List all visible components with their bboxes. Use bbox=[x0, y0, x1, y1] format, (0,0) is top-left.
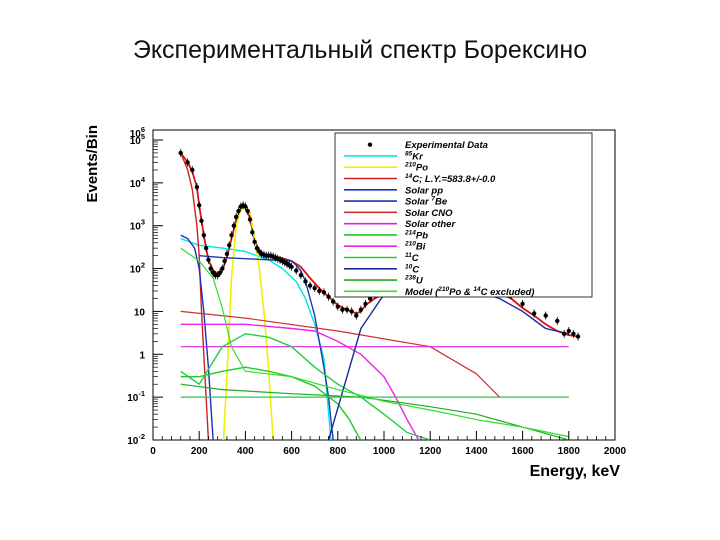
series-line-210bi bbox=[180, 323, 420, 440]
data-point bbox=[231, 223, 237, 228]
data-point bbox=[289, 264, 294, 269]
legend-label: 14C; L.Y.=583.8+/-0.0 bbox=[405, 173, 496, 185]
data-point bbox=[199, 218, 204, 224]
data-point bbox=[575, 334, 581, 339]
legend-label: 238U bbox=[404, 275, 424, 287]
legend-label: Experimental Data bbox=[405, 140, 488, 151]
data-point bbox=[178, 150, 183, 156]
y-axis-label: Events/Bin bbox=[84, 125, 101, 203]
data-point bbox=[335, 304, 340, 309]
legend-label: Solar pp bbox=[405, 185, 443, 196]
data-point bbox=[531, 311, 537, 316]
data-point bbox=[294, 268, 299, 273]
x-tick-label: 1200 bbox=[419, 446, 442, 457]
series-line-238u bbox=[180, 383, 569, 440]
data-point bbox=[254, 245, 260, 251]
data-point bbox=[227, 243, 232, 248]
legend-label: 10C bbox=[405, 263, 419, 275]
data-point bbox=[233, 214, 239, 220]
data-point bbox=[250, 230, 255, 235]
data-point bbox=[206, 257, 211, 263]
data-point bbox=[349, 309, 354, 314]
legend-label: Model (210Po & 14C excluded) bbox=[405, 286, 534, 298]
y-tick-label: 105 bbox=[130, 132, 145, 147]
data-point bbox=[312, 285, 317, 291]
legend-label: 214Pb bbox=[404, 229, 428, 241]
data-point bbox=[326, 294, 331, 299]
series-line-solar-pp bbox=[180, 234, 214, 440]
y-tick-label: 102 bbox=[130, 261, 145, 276]
legend-box bbox=[334, 132, 593, 298]
series-line-11c bbox=[180, 333, 431, 440]
data-point bbox=[363, 301, 368, 307]
series-line-solar-cno bbox=[180, 310, 500, 398]
data-point bbox=[367, 296, 373, 301]
data-point bbox=[222, 258, 227, 264]
y-tick-label: 103 bbox=[130, 218, 145, 233]
data-point bbox=[229, 233, 234, 238]
data-point bbox=[303, 279, 308, 284]
x-tick-label: 200 bbox=[191, 446, 208, 457]
data-point bbox=[340, 307, 345, 312]
data-point bbox=[217, 270, 223, 275]
x-tick-label: 400 bbox=[237, 446, 254, 457]
data-point bbox=[194, 184, 200, 190]
x-tick-label: 0 bbox=[150, 446, 156, 457]
y-tick-label: 10 bbox=[134, 307, 146, 318]
data-point bbox=[190, 167, 195, 173]
data-point bbox=[520, 301, 525, 307]
legend-label: 11C bbox=[405, 252, 419, 264]
x-tick-label: 2000 bbox=[604, 446, 627, 457]
x-tick-label: 1600 bbox=[511, 446, 534, 457]
slide-title: Экспериментальный спектр Борексино bbox=[132, 36, 588, 64]
data-point bbox=[298, 273, 304, 278]
data-point bbox=[243, 204, 248, 209]
series-line-model-excluded- bbox=[180, 247, 569, 438]
data-point bbox=[208, 266, 213, 271]
legend-label: Solar 7Be bbox=[405, 196, 448, 208]
x-tick-label: 1400 bbox=[465, 446, 488, 457]
data-point bbox=[236, 208, 241, 214]
x-tick-label: 800 bbox=[329, 446, 346, 457]
data-point bbox=[220, 266, 225, 271]
data-point bbox=[571, 331, 576, 337]
data-point bbox=[201, 233, 207, 238]
legend-label: Solar CNO bbox=[405, 208, 453, 219]
data-point bbox=[555, 318, 560, 324]
data-point bbox=[344, 307, 350, 312]
legend-label: 85Kr bbox=[405, 150, 424, 162]
data-point bbox=[354, 313, 359, 318]
data-point bbox=[358, 307, 364, 312]
data-point bbox=[224, 251, 230, 257]
y-tick-label: 106 bbox=[130, 125, 145, 140]
data-point bbox=[561, 331, 567, 337]
x-tick-label: 600 bbox=[283, 446, 300, 457]
x-axis-label: Energy, keV bbox=[530, 463, 621, 480]
data-point bbox=[330, 299, 336, 304]
data-point bbox=[203, 245, 209, 251]
data-point bbox=[245, 208, 250, 214]
legend-label: 210Po bbox=[404, 162, 428, 174]
data-point bbox=[252, 239, 257, 245]
data-point bbox=[543, 313, 548, 318]
data-point bbox=[307, 283, 313, 288]
data-point bbox=[321, 290, 327, 295]
y-tick-label: 10-1 bbox=[127, 389, 145, 404]
y-tick-label: 1 bbox=[139, 350, 145, 361]
y-tick-label: 10-2 bbox=[127, 432, 145, 447]
legend-label: 210Bi bbox=[404, 241, 426, 253]
data-point bbox=[566, 328, 571, 334]
data-point bbox=[197, 203, 202, 208]
y-tick-label: 104 bbox=[130, 175, 146, 190]
data-point bbox=[317, 288, 322, 294]
data-point bbox=[247, 217, 253, 222]
x-tick-label: 1000 bbox=[373, 446, 396, 457]
x-tick-label: 1800 bbox=[558, 446, 581, 457]
legend-marker bbox=[367, 142, 373, 147]
data-point bbox=[185, 160, 190, 165]
legend-label: Solar other bbox=[405, 219, 456, 230]
